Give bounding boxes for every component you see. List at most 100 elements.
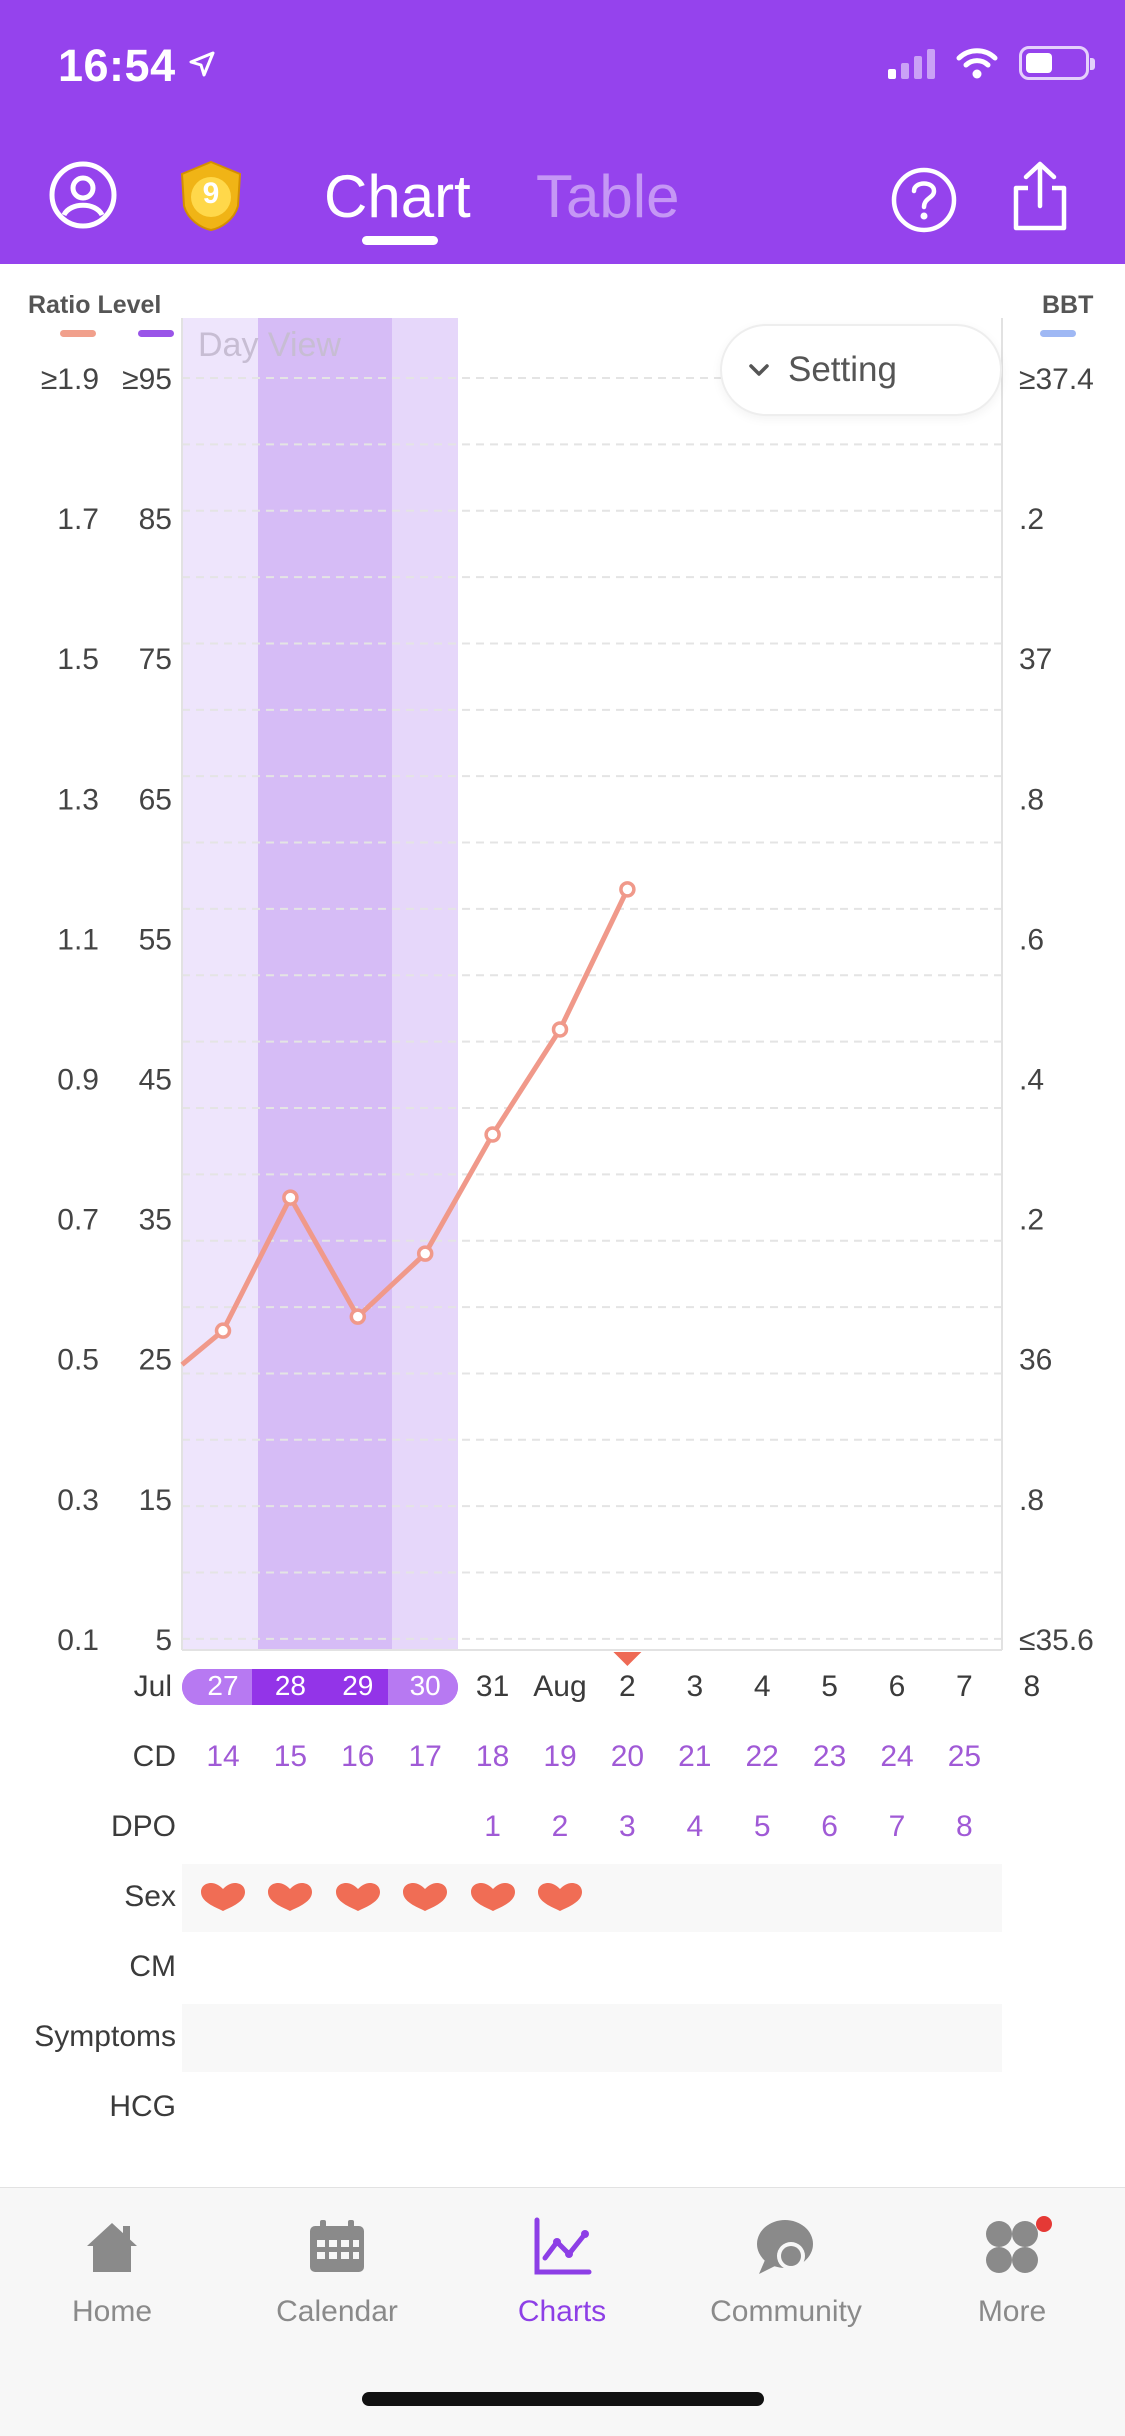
symptoms-row[interactable] bbox=[182, 2004, 1002, 2072]
tab-community[interactable]: Community bbox=[686, 2216, 886, 2329]
heart-icon bbox=[538, 1883, 582, 1911]
ratio-line bbox=[180, 888, 630, 1367]
date-label[interactable]: 28 bbox=[274, 1670, 306, 1701]
date-label[interactable]: 6 bbox=[888, 1670, 906, 1703]
dpo-value: 6 bbox=[821, 1810, 838, 1843]
date-label[interactable]: 2 bbox=[619, 1670, 636, 1703]
tab-calendar[interactable]: Calendar bbox=[237, 2216, 437, 2329]
tab-more-label: More bbox=[977, 2295, 1047, 2328]
tab-community-label: Community bbox=[710, 2295, 862, 2328]
charts-icon bbox=[534, 2217, 592, 2275]
dpo-value: 5 bbox=[753, 1810, 771, 1843]
cd-value: 16 bbox=[341, 1740, 375, 1773]
bbt-tick-label: .4 bbox=[1019, 1064, 1044, 1097]
today-marker bbox=[613, 1652, 642, 1666]
bbt-tick-label: 37 bbox=[1019, 643, 1052, 676]
fertile-window-pill bbox=[182, 1669, 458, 1705]
level-tick-label: 65 bbox=[139, 783, 172, 816]
sex-row[interactable] bbox=[182, 1864, 1002, 1932]
level-tick-label: ≥95 bbox=[122, 363, 172, 396]
heart-icon bbox=[201, 1883, 245, 1911]
date-label[interactable]: 4 bbox=[753, 1670, 771, 1703]
fertile-band-mid bbox=[392, 318, 458, 1650]
bbt-tick-label: .8 bbox=[1019, 783, 1044, 816]
bbt-header: BBT bbox=[1042, 291, 1094, 319]
active-tab-indicator bbox=[362, 236, 438, 245]
ratio-point bbox=[214, 1322, 232, 1339]
bbt-tick-label: ≥37.4 bbox=[1019, 363, 1094, 396]
ratio-tick-label: 1.1 bbox=[57, 923, 99, 956]
ratio-point bbox=[619, 881, 636, 898]
date-label[interactable]: 30 bbox=[409, 1670, 441, 1701]
level-tick-label: 55 bbox=[139, 923, 172, 956]
ratio-point bbox=[282, 1189, 299, 1206]
bbt-tick-label: .2 bbox=[1019, 1204, 1044, 1237]
fertility-chart[interactable]: ≥1.9 ≥95 ≥37.4 1.7 85 .2 1.5 75 37 1.3 65 .8 1.1 55 .6… bbox=[0, 264, 1125, 1698]
help-icon[interactable] bbox=[890, 166, 958, 234]
more-icon bbox=[986, 2221, 1038, 2273]
ratio-tick-label: 0.9 bbox=[57, 1064, 99, 1097]
status-time: 16:54 bbox=[58, 40, 176, 91]
tab-charts[interactable]: Charts bbox=[462, 2216, 662, 2329]
tab-chart[interactable]: Chart bbox=[324, 163, 471, 230]
tab-more[interactable]: More bbox=[912, 2216, 1112, 2329]
home-indicator bbox=[362, 2392, 764, 2406]
cd-label: CD bbox=[132, 1740, 176, 1773]
dpo-value: 4 bbox=[686, 1810, 704, 1843]
fertile-band-peak bbox=[258, 318, 392, 1650]
cd-value: 22 bbox=[745, 1740, 779, 1773]
ratio-legend-swatch bbox=[60, 330, 96, 337]
ratio-tick-label: 0.3 bbox=[57, 1484, 99, 1517]
level-tick-label: 5 bbox=[155, 1624, 172, 1657]
date-label[interactable]: 27 bbox=[207, 1670, 239, 1701]
ratio-tick-label: 0.5 bbox=[57, 1344, 99, 1377]
ratio-point bbox=[551, 1021, 569, 1038]
hcg-label: HCG bbox=[109, 2090, 176, 2123]
bbt-tick-label: .8 bbox=[1019, 1484, 1044, 1517]
dpo-value: 1 bbox=[484, 1810, 501, 1843]
date-label[interactable]: 8 bbox=[1023, 1670, 1041, 1703]
tab-table[interactable]: Table bbox=[536, 163, 680, 230]
date-label[interactable]: 5 bbox=[821, 1670, 838, 1703]
app-header: 16:54 9 Chart Table bbox=[0, 0, 1125, 264]
cd-value: 20 bbox=[610, 1740, 645, 1773]
setting-button[interactable]: Setting bbox=[720, 324, 1002, 416]
dpo-value: 7 bbox=[888, 1810, 906, 1843]
date-label[interactable]: 31 bbox=[475, 1670, 510, 1703]
tab-charts-label: Charts bbox=[517, 2295, 607, 2328]
battery-icon bbox=[1019, 46, 1095, 80]
ratio-tick-label: 1.7 bbox=[57, 503, 99, 536]
dpo-label: DPO bbox=[110, 1810, 176, 1843]
ratio-tick-label: 1.3 bbox=[57, 783, 99, 816]
sex-label: Sex bbox=[124, 1880, 176, 1913]
profile-icon[interactable] bbox=[48, 160, 118, 230]
dpo-value: 3 bbox=[619, 1810, 636, 1843]
bbt-tick-label: .6 bbox=[1019, 923, 1044, 956]
cd-value: 24 bbox=[880, 1740, 914, 1773]
cd-value: 17 bbox=[408, 1740, 442, 1773]
date-label[interactable]: Aug bbox=[533, 1670, 587, 1703]
ratio-point bbox=[349, 1308, 367, 1325]
ratio-level-header: Ratio Level bbox=[28, 291, 162, 319]
level-tick-label: 75 bbox=[139, 643, 172, 676]
calendar-icon bbox=[310, 2220, 364, 2272]
fertile-band-light bbox=[182, 318, 258, 1650]
share-icon[interactable] bbox=[1004, 160, 1076, 232]
symptoms-label: Symptoms bbox=[34, 2020, 176, 2053]
tab-home[interactable]: Home bbox=[12, 2216, 212, 2329]
home-icon bbox=[87, 2223, 137, 2272]
ratio-tick-label: 1.5 bbox=[57, 643, 99, 676]
date-label[interactable]: 7 bbox=[956, 1670, 973, 1703]
bbt-tick-label: .2 bbox=[1019, 503, 1044, 536]
cd-value: 21 bbox=[678, 1740, 712, 1773]
heart-icon bbox=[268, 1883, 313, 1911]
date-label[interactable]: 29 bbox=[342, 1670, 374, 1701]
date-label[interactable]: 3 bbox=[686, 1670, 704, 1703]
heart-icon bbox=[335, 1883, 380, 1911]
location-arrow-icon bbox=[189, 51, 215, 77]
setting-label: Setting bbox=[788, 350, 897, 389]
wifi-icon bbox=[956, 48, 998, 79]
ratio-point bbox=[416, 1245, 434, 1262]
level-badge[interactable]: 9 bbox=[176, 160, 246, 232]
cd-value: 23 bbox=[812, 1740, 847, 1773]
